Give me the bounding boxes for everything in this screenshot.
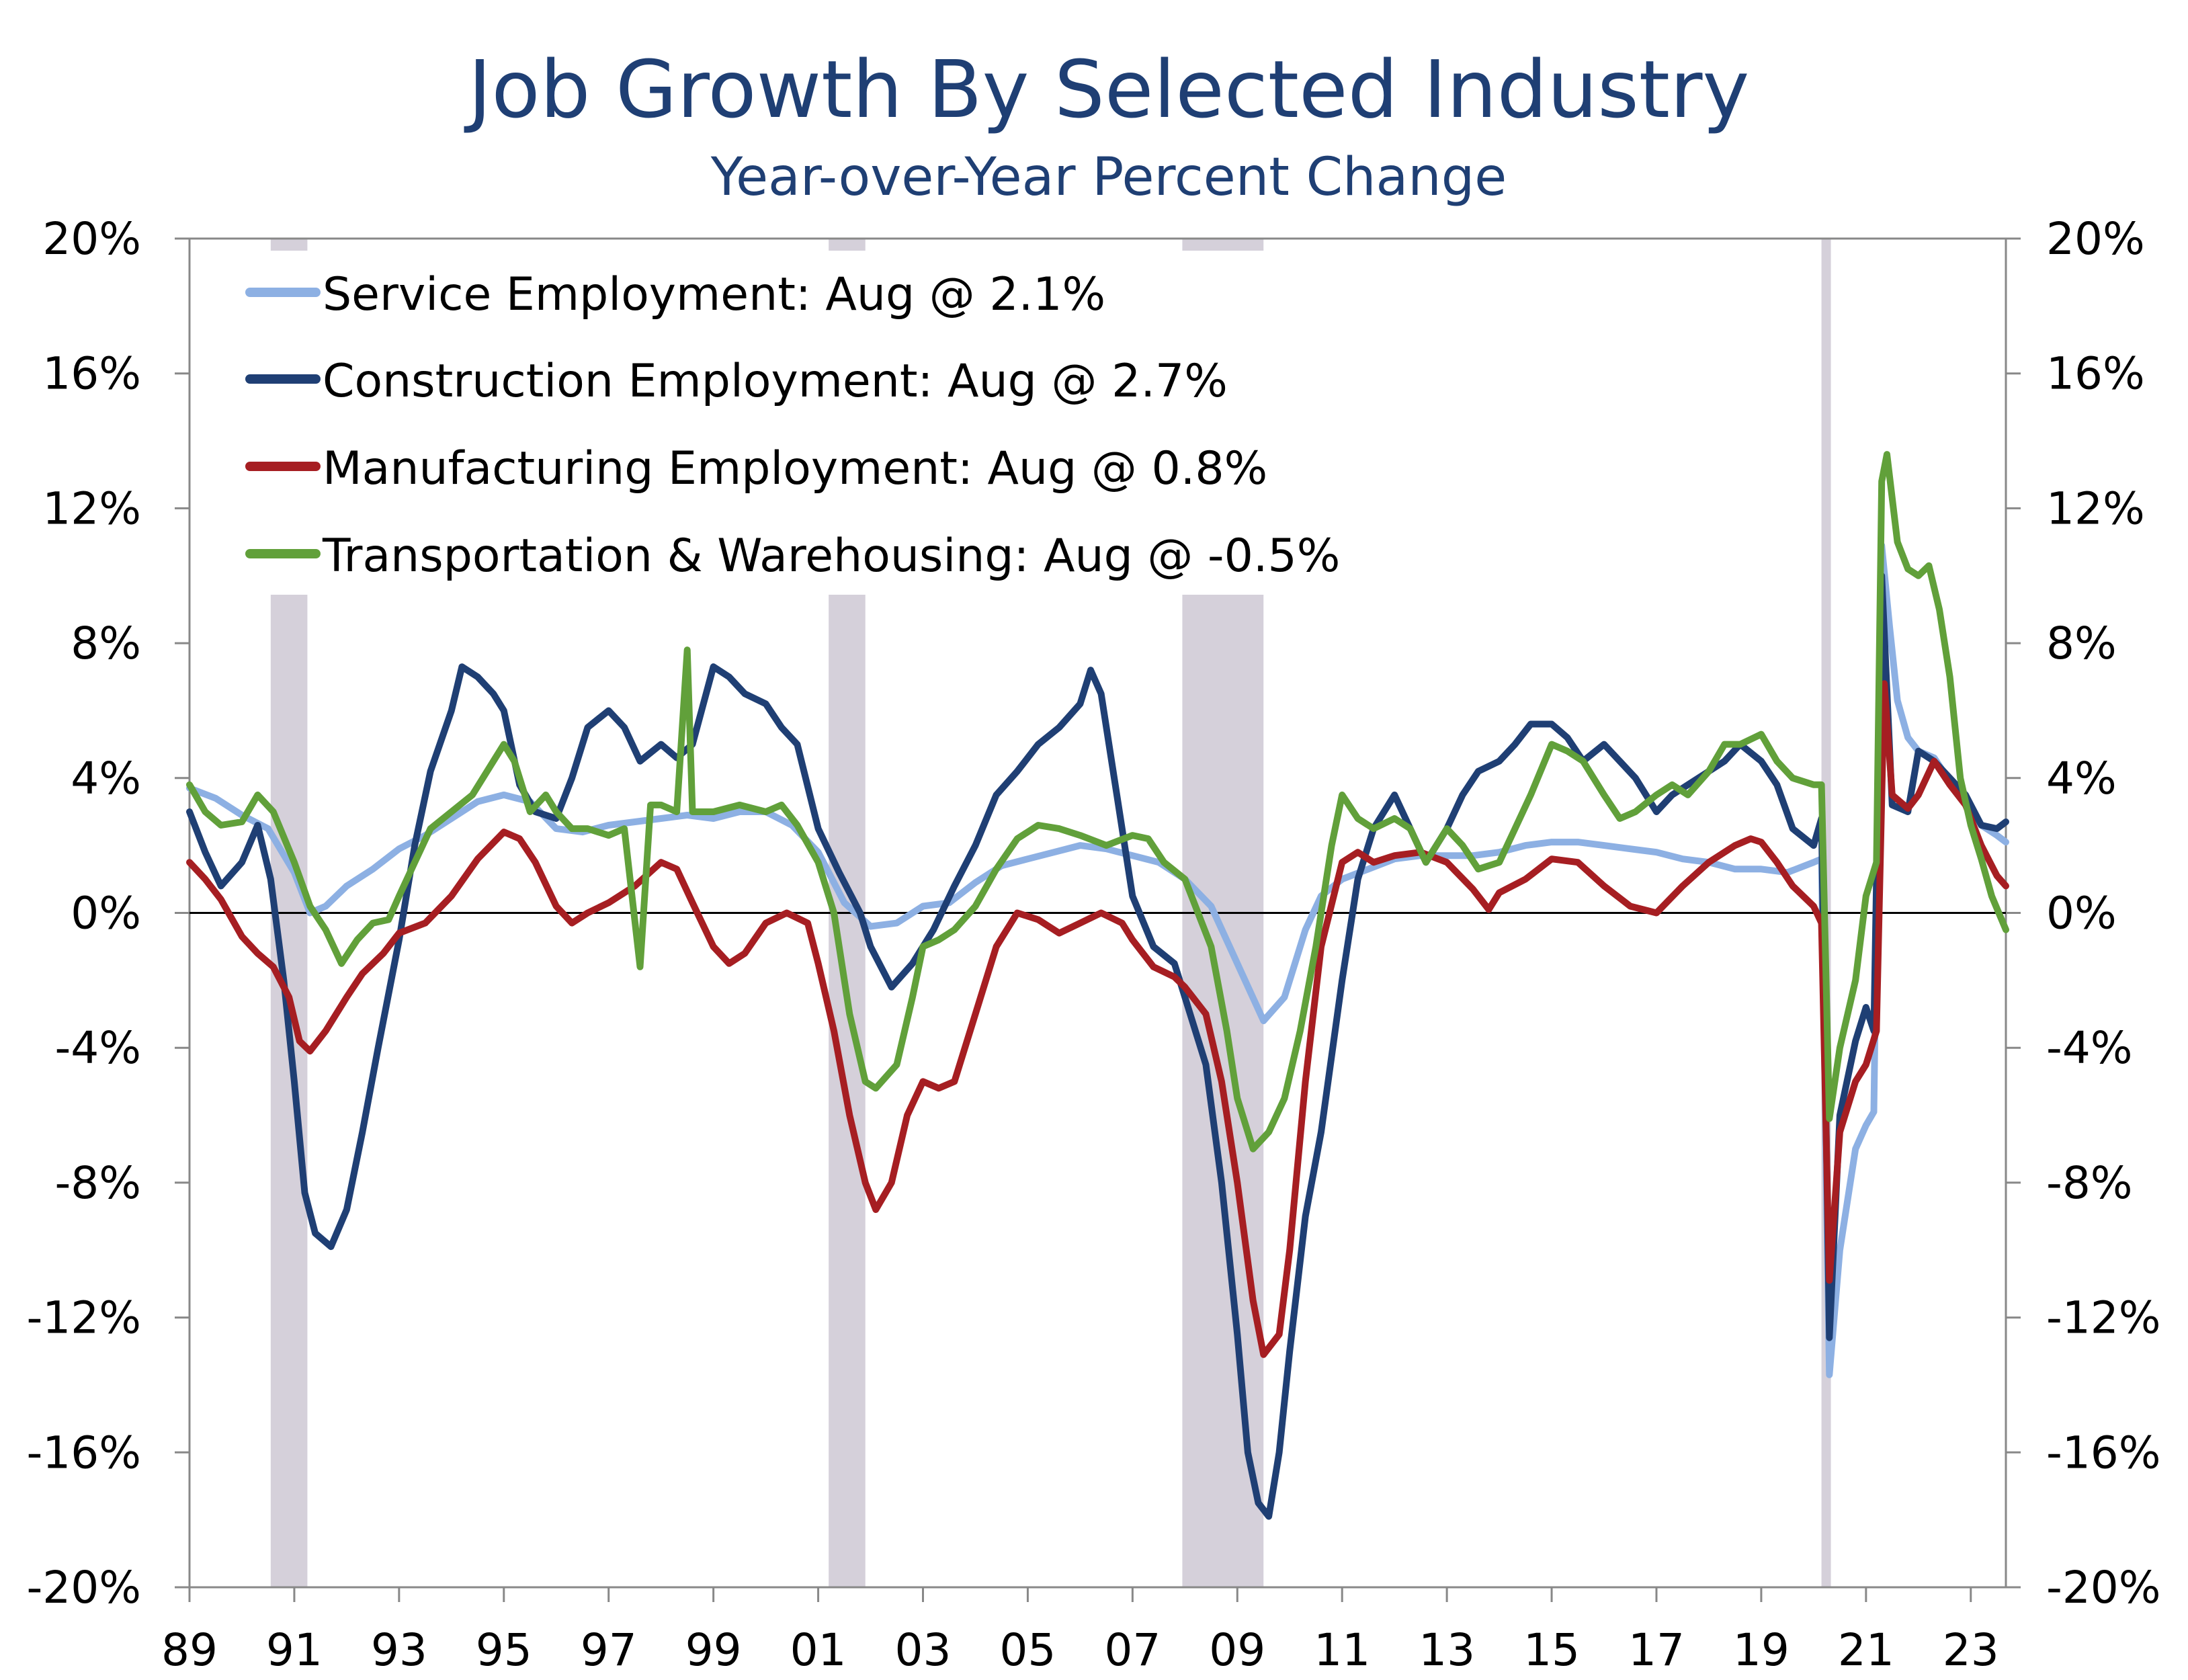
y-tick-label-left: -20% xyxy=(26,1562,141,1613)
y-tick-label-left: 20% xyxy=(42,213,141,265)
x-tick-label: 93 xyxy=(371,1624,427,1676)
y-tick-label-right: 20% xyxy=(2046,213,2145,265)
chart-title: Job Growth By Selected Industry xyxy=(464,43,1750,136)
x-tick-label: 97 xyxy=(581,1624,637,1676)
legend-label-1: Construction Employment: Aug @ 2.7% xyxy=(323,355,1228,408)
y-tick-label-right: -16% xyxy=(2046,1427,2161,1478)
x-tick-label: 89 xyxy=(161,1624,218,1676)
x-tick-label: 05 xyxy=(999,1624,1056,1676)
legend-label-0: Service Employment: Aug @ 2.1% xyxy=(323,268,1105,321)
recession-band-top-1 xyxy=(829,239,866,251)
recession-band-top-2 xyxy=(1182,239,1264,251)
y-tick-label-left: -12% xyxy=(26,1292,141,1344)
recession-band-0 xyxy=(270,595,308,1587)
y-tick-label-right: -12% xyxy=(2046,1292,2161,1344)
y-tick-label-right: -4% xyxy=(2046,1022,2133,1074)
legend-label-2: Manufacturing Employment: Aug @ 0.8% xyxy=(323,442,1267,495)
y-tick-label-left: 4% xyxy=(71,753,141,804)
y-tick-label-right: 0% xyxy=(2046,888,2117,939)
recession-band-top-0 xyxy=(270,239,308,251)
x-tick-label: 99 xyxy=(685,1624,742,1676)
y-tick-label-right: 4% xyxy=(2046,753,2117,804)
y-tick-label-right: 16% xyxy=(2046,348,2145,400)
x-tick-label: 09 xyxy=(1209,1624,1265,1676)
x-tick-label: 91 xyxy=(266,1624,323,1676)
series-line-1 xyxy=(186,572,2009,1520)
x-tick-label: 13 xyxy=(1419,1624,1475,1676)
x-tick-label: 01 xyxy=(790,1624,847,1676)
plot-area: 20% 20% 16% 16% 12% 12% 8% 8% 4% 4% 0% 0% -4% -4% -8% -… xyxy=(26,213,2160,1676)
series-line-2 xyxy=(186,680,2009,1358)
legend-label-3: Transportation & Warehousing: Aug @ -0.5… xyxy=(322,530,1340,583)
x-tick-label: 21 xyxy=(1838,1624,1894,1676)
x-tick-label: 11 xyxy=(1314,1624,1370,1676)
y-tick-label-left: -16% xyxy=(26,1427,141,1478)
y-tick-label-left: -8% xyxy=(54,1157,141,1209)
y-tick-label-left: 16% xyxy=(42,348,141,400)
chart-subtitle: Year-over-Year Percent Change xyxy=(710,147,1507,208)
x-tick-label: 95 xyxy=(476,1624,532,1676)
y-tick-label-right: 12% xyxy=(2046,482,2145,534)
y-tick-label-left: 0% xyxy=(71,888,141,939)
y-tick-label-left: -4% xyxy=(54,1022,141,1074)
x-tick-label: 15 xyxy=(1523,1624,1580,1676)
series-line-3 xyxy=(186,451,2009,1152)
x-tick-label: 07 xyxy=(1104,1624,1161,1676)
x-tick-label: 19 xyxy=(1733,1624,1790,1676)
x-tick-label: 03 xyxy=(894,1624,951,1676)
y-tick-label-left: 12% xyxy=(42,482,141,534)
y-tick-label-right: -8% xyxy=(2046,1157,2133,1209)
y-tick-label-left: 8% xyxy=(71,618,141,669)
y-tick-label-right: 8% xyxy=(2046,618,2117,669)
y-tick-label-right: -20% xyxy=(2046,1562,2161,1613)
series-line-0 xyxy=(186,542,2009,1378)
x-tick-label: 17 xyxy=(1628,1624,1685,1676)
x-tick-label: 23 xyxy=(1943,1624,1999,1676)
